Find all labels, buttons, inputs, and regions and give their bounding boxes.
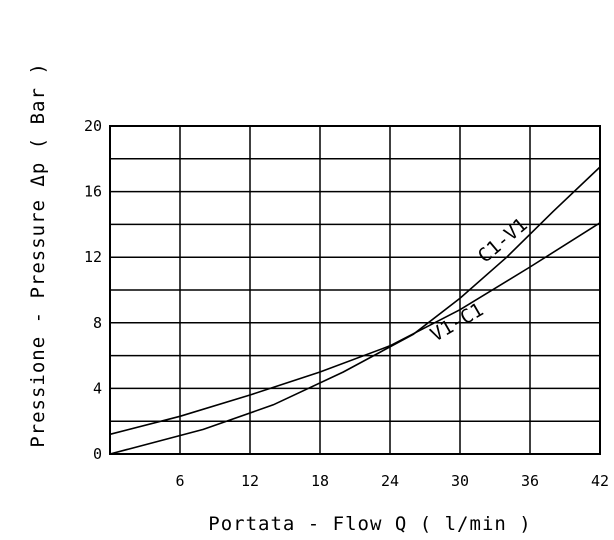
series-line-0 xyxy=(109,166,601,455)
y-axis-label: Pressione - Pressure Δp ( Bar ) xyxy=(27,62,49,448)
y-tick-label: 20 xyxy=(84,117,102,135)
series-label: V1-C1 xyxy=(427,299,488,347)
y-tick-label: 12 xyxy=(84,248,102,266)
tick-labels: 6 12 18 24 30 36 42 0 4 8 12 16 20 xyxy=(84,117,609,490)
x-tick-label: 24 xyxy=(381,472,399,490)
chart-grid xyxy=(109,125,601,455)
x-tick-label: 42 xyxy=(591,472,609,490)
x-tick-label: 6 xyxy=(175,472,184,490)
y-tick-label: 16 xyxy=(84,183,102,201)
x-axis-label: Portata - Flow Q ( l/min ) xyxy=(208,513,531,535)
series-line-1 xyxy=(109,222,601,436)
x-tick-label: 30 xyxy=(451,472,469,490)
y-tick-label: 0 xyxy=(93,445,102,463)
y-tick-label: 4 xyxy=(93,379,102,397)
x-tick-label: 18 xyxy=(311,472,329,490)
x-tick-label: 36 xyxy=(521,472,539,490)
y-tick-label: 8 xyxy=(93,314,102,332)
plot-frame xyxy=(109,125,601,455)
x-tick-label: 12 xyxy=(241,472,259,490)
